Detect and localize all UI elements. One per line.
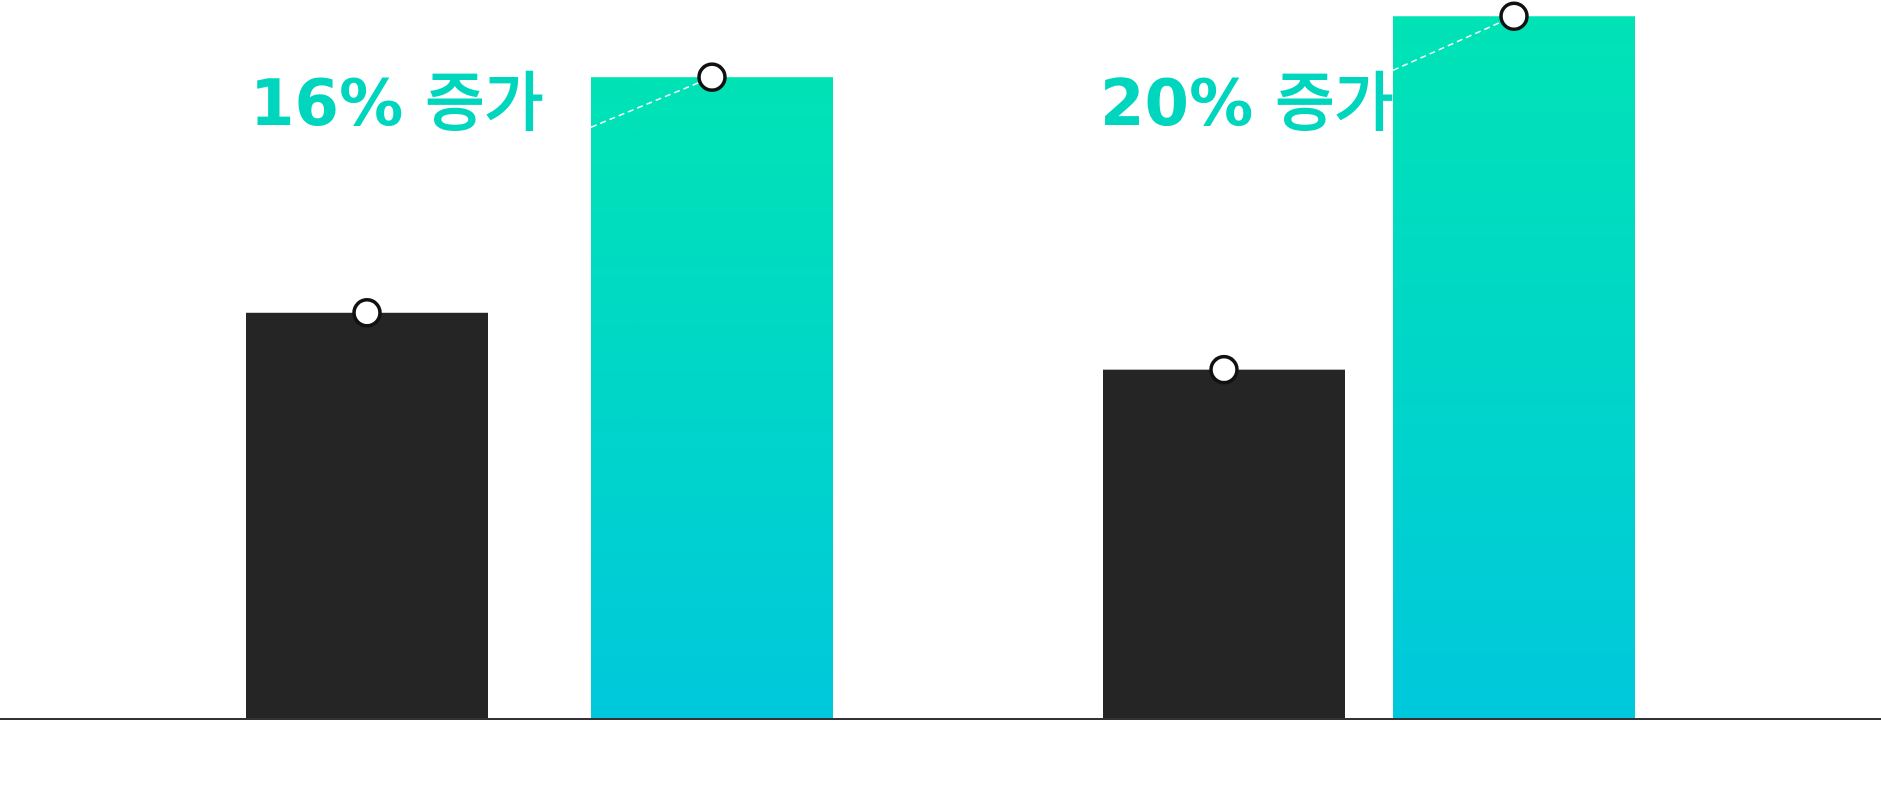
bars-layer xyxy=(246,16,1635,720)
bar-group-2-before xyxy=(1103,369,1345,719)
marker-group-2-after xyxy=(1499,1,1529,31)
connector-layer xyxy=(590,15,1515,128)
bar-group-1-before xyxy=(246,312,488,719)
marker-group-2-before xyxy=(1209,354,1239,385)
label-layer: 16% 증가 20% 증가 xyxy=(250,67,1393,141)
marker-layer xyxy=(352,1,1529,385)
bar-group-1-after xyxy=(591,77,833,720)
growth-label-group-2: 20% 증가 xyxy=(1100,67,1393,141)
marker-group-1-before xyxy=(352,298,382,328)
growth-label-group-1: 16% 증가 xyxy=(250,67,543,141)
marker-group-1-after xyxy=(697,62,727,92)
trend-connector-group-2 xyxy=(1392,15,1515,72)
trend-connector-group-1 xyxy=(590,76,713,128)
bar-group-2-after xyxy=(1393,16,1635,719)
